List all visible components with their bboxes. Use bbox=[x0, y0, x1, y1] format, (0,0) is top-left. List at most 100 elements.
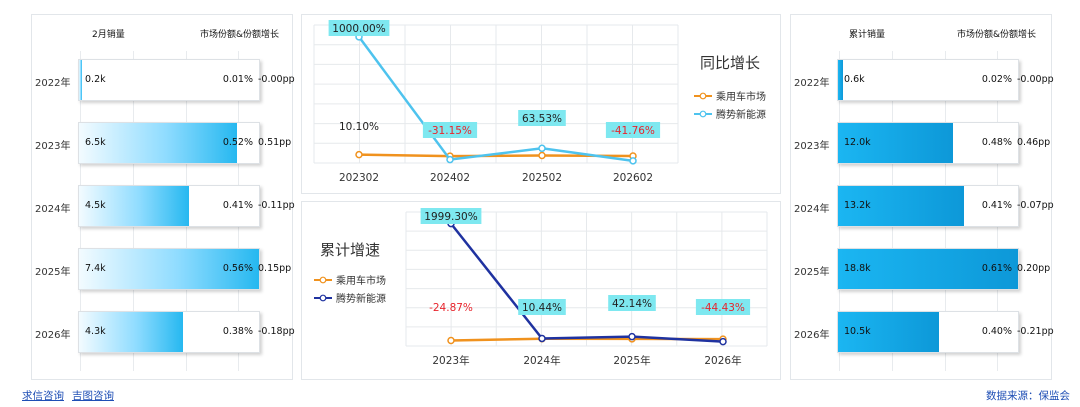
sales-bar: 13.2k 0.41% bbox=[837, 185, 1019, 227]
legend-marker bbox=[319, 294, 327, 302]
sales-value: 10.5k bbox=[844, 326, 871, 337]
share-growth-value: -0.00pp bbox=[258, 74, 295, 85]
sales-bar-fill bbox=[79, 312, 184, 352]
sales-bar-fill bbox=[838, 123, 954, 163]
cumulative-sales-title: 累计销量 bbox=[849, 30, 886, 40]
monthly-share-subtitle: 市场份额&份额增长 bbox=[200, 30, 280, 40]
year-label: 2023年 bbox=[794, 141, 830, 152]
sales-value: 18.8k bbox=[844, 263, 871, 274]
sales-value: 0.6k bbox=[844, 74, 865, 85]
data-label: 1999.30% bbox=[424, 211, 477, 223]
legend-label: 腾势新能源 bbox=[716, 108, 766, 121]
data-point bbox=[538, 334, 546, 343]
sales-bar: 6.5k 0.52% bbox=[78, 122, 260, 164]
share-growth-value: -0.07pp bbox=[1017, 200, 1054, 211]
chart-title: 同比增长 bbox=[700, 54, 760, 72]
sales-bar: 10.5k 0.40% bbox=[837, 311, 1019, 353]
x-tick-label: 2025年 bbox=[613, 354, 650, 367]
data-label-box bbox=[518, 110, 566, 126]
data-label-box bbox=[518, 299, 566, 315]
year-label: 2026年 bbox=[794, 330, 830, 341]
year-label: 2025年 bbox=[794, 267, 830, 278]
x-tick-label: 202302 bbox=[339, 172, 379, 184]
market-share-value: 0.48% bbox=[981, 137, 1012, 148]
sales-bar-fill bbox=[79, 60, 82, 100]
share-growth-value: -0.21pp bbox=[1017, 326, 1054, 337]
legend-marker bbox=[699, 92, 707, 100]
share-growth-value: -0.18pp bbox=[258, 326, 295, 337]
data-label: -31.15% bbox=[428, 125, 472, 137]
data-label: -44.43% bbox=[701, 302, 745, 314]
sales-bar-fill bbox=[79, 123, 238, 163]
series-line bbox=[357, 36, 634, 163]
year-label: 2023年 bbox=[35, 141, 71, 152]
legend-label: 乘用车市场 bbox=[336, 274, 386, 287]
sales-value: 6.5k bbox=[85, 137, 106, 148]
market-share-value: 0.40% bbox=[981, 326, 1012, 337]
data-label: 10.44% bbox=[522, 302, 562, 314]
x-tick-label: 202402 bbox=[430, 172, 470, 184]
x-tick-label: 2023年 bbox=[432, 354, 469, 367]
data-label: 10.10% bbox=[339, 121, 379, 133]
data-label: 63.53% bbox=[522, 113, 562, 125]
sales-bar: 4.3k 0.38% bbox=[78, 311, 260, 353]
chart-title: 累计增速 bbox=[320, 241, 380, 259]
qiuxin-consulting-link[interactable]: 求信咨询 bbox=[22, 390, 64, 402]
cumulative-growth-panel: 2023年 2024年 2025年 2026年 累计增速 乘用车市场 -24.87% 腾势新能… bbox=[301, 201, 781, 380]
data-point bbox=[629, 157, 637, 165]
market-share-value: 0.56% bbox=[222, 263, 253, 274]
x-tick-label: 2024年 bbox=[523, 354, 560, 367]
data-point bbox=[447, 336, 455, 345]
data-source-note: 数据来源：保监会 bbox=[986, 390, 1070, 402]
x-tick-label: 202602 bbox=[613, 172, 653, 184]
sales-bar-fill bbox=[79, 249, 259, 289]
year-label: 2022年 bbox=[35, 78, 71, 89]
year-label: 2025年 bbox=[35, 267, 71, 278]
share-growth-value: 0.20pp bbox=[1017, 263, 1051, 274]
sales-bar: 12.0k 0.48% bbox=[837, 122, 1019, 164]
yoy-growth-panel: 202302 202402 202502 202602 同比增长乘用车市场 10.10% 腾… bbox=[301, 14, 781, 194]
sales-value: 12.0k bbox=[844, 137, 871, 148]
share-growth-value: -0.11pp bbox=[258, 200, 295, 211]
legend-marker bbox=[699, 110, 707, 118]
year-label: 2022年 bbox=[794, 78, 830, 89]
data-label: -41.76% bbox=[611, 125, 655, 137]
data-point bbox=[355, 150, 363, 159]
sales-bar-fill bbox=[838, 186, 964, 226]
data-point bbox=[446, 155, 454, 164]
share-growth-value: -0.00pp bbox=[1017, 74, 1054, 85]
year-label: 2024年 bbox=[35, 204, 71, 215]
market-share-value: 0.01% bbox=[222, 74, 253, 85]
market-share-value: 0.52% bbox=[222, 137, 253, 148]
sales-bar-fill bbox=[838, 312, 939, 352]
legend-label: 乘用车市场 bbox=[716, 90, 766, 103]
sales-value: 4.3k bbox=[85, 326, 106, 337]
data-label-box bbox=[608, 295, 656, 311]
jitu-consulting-link[interactable]: 吉图咨询 bbox=[72, 390, 114, 402]
market-share-value: 0.38% bbox=[222, 326, 253, 337]
sales-value: 13.2k bbox=[844, 200, 871, 211]
data-label-box bbox=[422, 122, 478, 138]
share-growth-value: 0.15pp bbox=[258, 263, 292, 274]
legend-label: 腾势新能源 bbox=[336, 292, 386, 305]
data-label-box bbox=[605, 122, 661, 138]
year-label: 2026年 bbox=[35, 330, 71, 341]
x-tick-label: 202502 bbox=[522, 172, 562, 184]
data-label: 1000.00% bbox=[332, 23, 385, 35]
sales-bar: 18.8k 0.61% bbox=[837, 248, 1019, 290]
x-tick-label: 2026年 bbox=[704, 354, 741, 367]
sales-bar: 0.6k 0.02% bbox=[837, 59, 1019, 101]
sales-bar: 0.2k 0.01% bbox=[78, 59, 260, 101]
data-point bbox=[538, 144, 546, 153]
sales-bar-fill bbox=[79, 186, 189, 226]
data-label-box bbox=[695, 299, 751, 315]
share-growth-value: 0.46pp bbox=[1017, 137, 1051, 148]
year-label: 2024年 bbox=[794, 204, 830, 215]
sales-bar-fill bbox=[838, 249, 1018, 289]
sales-bar: 7.4k 0.56% bbox=[78, 248, 260, 290]
legend-marker bbox=[319, 276, 327, 284]
share-growth-value: 0.51pp bbox=[258, 137, 292, 148]
market-share-value: 0.41% bbox=[222, 200, 253, 211]
